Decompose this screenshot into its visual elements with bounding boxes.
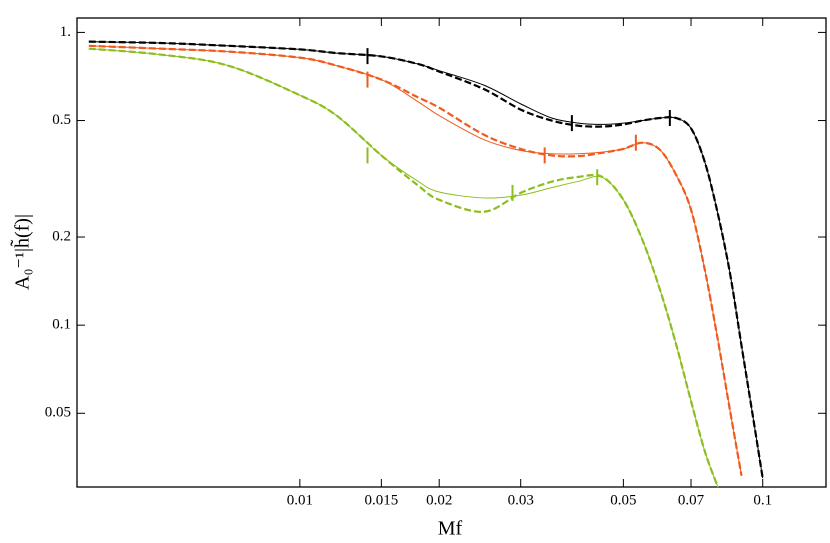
x-tick-label: 0.02 [426,492,452,508]
series-line [88,41,764,479]
x-tick-label: 0.07 [678,492,705,508]
series-line [88,44,743,476]
x-tick-label: 0.05 [610,492,636,508]
series-line [88,47,719,488]
plot-frame [76,17,827,488]
x-tick-label: 0.1 [753,492,772,508]
series-line [88,45,743,476]
y-axis-title: A₀⁻¹|h̃(f)| [9,214,34,290]
y-tick-label: 1. [60,24,71,40]
x-tick-label: 0.01 [287,492,313,508]
x-tick-label: 0.03 [508,492,534,508]
x-axis-title: Mf [438,518,463,540]
y-tick-label: 0.2 [52,228,71,244]
y-tick-label: 0.5 [52,112,71,128]
x-tick-label: 0.015 [364,492,398,508]
series-line [88,48,719,488]
y-tick-label: 0.05 [45,405,71,421]
y-tick-label: 0.1 [52,317,71,333]
